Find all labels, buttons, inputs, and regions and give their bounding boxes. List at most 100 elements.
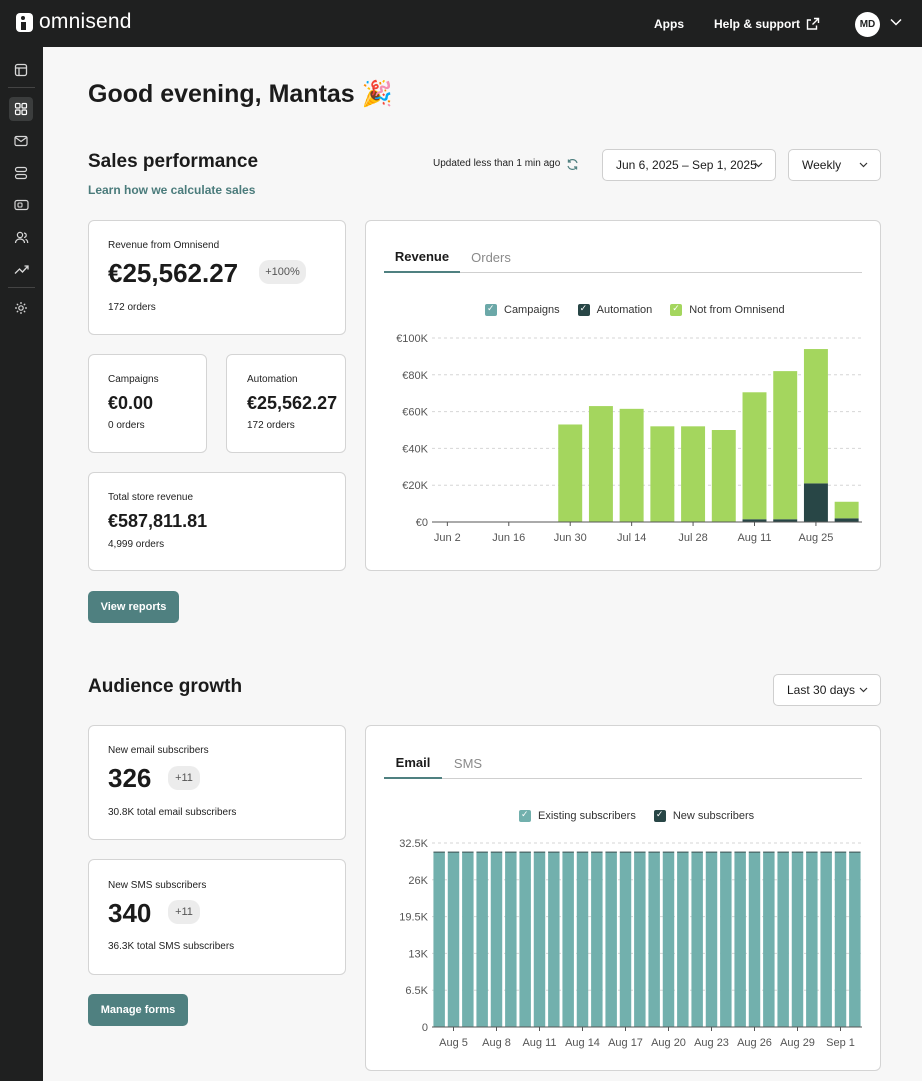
bar-new-subscribers: [462, 851, 474, 853]
bar-new-subscribers: [763, 851, 775, 853]
y-tick-label: 26K: [408, 875, 428, 887]
legend-not-from-omnisend[interactable]: Not from Omnisend: [670, 303, 785, 316]
bar-new-subscribers: [691, 851, 703, 853]
bar-new-subscribers: [834, 851, 847, 853]
page-title: Good evening, Mantas 🎉: [88, 80, 393, 108]
manage-forms-button[interactable]: Manage forms: [88, 994, 188, 1026]
reports-trend-icon[interactable]: [9, 257, 33, 281]
interval-value: Weekly: [802, 158, 842, 172]
subscribers-chart: 0 6.5K 13K 19.5K 26K 32.5K Aug 5 Aug 8 Aug 11 Aug…: [399, 838, 862, 1049]
legend-existing-subscribers[interactable]: Existing subscribers: [519, 809, 636, 822]
tab-revenue[interactable]: Revenue: [384, 241, 460, 273]
sidebar-divider: [8, 287, 35, 288]
card-value: €0.00: [108, 393, 154, 413]
bar-new-subscribers: [734, 851, 746, 853]
x-tick-label: Aug 14: [565, 1037, 600, 1049]
card-sub: 172 orders: [108, 302, 156, 313]
dashboard-icon[interactable]: [9, 97, 33, 121]
bar-not-from-omnisend: [803, 349, 828, 484]
bar-not-from-omnisend: [650, 426, 675, 522]
bar-not-from-omnisend: [773, 371, 798, 520]
bar-not-from-omnisend: [619, 408, 644, 522]
bar-existing-subscribers: [763, 852, 775, 1027]
interval-select[interactable]: Weekly: [788, 149, 881, 181]
bar-new-subscribers: [591, 851, 603, 853]
y-tick-label: 6.5K: [405, 985, 428, 997]
subscribers-tabs: Email SMS: [384, 747, 862, 779]
y-tick-label: €100K: [396, 333, 428, 345]
mail-icon[interactable]: [9, 129, 33, 153]
bar-existing-subscribers: [691, 852, 703, 1027]
x-tick-label: Jun 2: [434, 532, 461, 544]
x-tick-label: Aug 29: [780, 1037, 815, 1049]
automation-icon[interactable]: [9, 161, 33, 185]
bar-not-from-omnisend: [742, 392, 767, 520]
bar-existing-subscribers: [777, 852, 789, 1027]
legend-campaigns[interactable]: Campaigns: [485, 303, 560, 316]
y-tick-label: €60K: [402, 407, 428, 419]
user-avatar[interactable]: MD: [855, 12, 880, 37]
bar-new-subscribers: [533, 851, 546, 853]
refresh-icon[interactable]: [566, 158, 579, 171]
bar-not-from-omnisend: [711, 430, 736, 522]
bar-existing-subscribers: [519, 852, 531, 1027]
store-icon[interactable]: [9, 58, 33, 82]
bar-new-subscribers: [519, 851, 531, 853]
tab-orders[interactable]: Orders: [471, 249, 511, 265]
top-bar: omnisend Apps Help & support MD: [0, 0, 922, 47]
bar-existing-subscribers: [849, 852, 861, 1027]
x-tick-label: Aug 11: [522, 1037, 556, 1049]
bar-existing-subscribers: [533, 852, 546, 1027]
omnisend-logo[interactable]: omnisend: [16, 10, 132, 34]
x-tick-label: Aug 23: [694, 1037, 729, 1049]
logo-text: omnisend: [39, 10, 132, 33]
x-tick-label: Jun 30: [554, 532, 587, 544]
not-from-omnisend-swatch: [670, 303, 683, 316]
bar-existing-subscribers: [576, 852, 589, 1027]
revenue-chart: €0 €20K €40K €60K €80K €100K Jun 2 Jun 16 Jun 30…: [396, 333, 862, 544]
apps-link[interactable]: Apps: [654, 17, 684, 31]
automation-card: Automation €25,562.27 172 orders: [226, 354, 346, 453]
bar-automation: [834, 518, 859, 522]
card-value: 340: [108, 898, 152, 928]
card-label: Total store revenue: [108, 492, 194, 503]
bar-existing-subscribers: [548, 852, 560, 1027]
bar-existing-subscribers: [734, 852, 746, 1027]
chevron-down-icon[interactable]: [890, 18, 902, 26]
help-support-link[interactable]: Help & support: [714, 17, 820, 31]
audience-icon[interactable]: [9, 225, 33, 249]
bar-new-subscribers: [648, 851, 660, 853]
legend-automation[interactable]: Automation: [577, 303, 652, 316]
gear-icon[interactable]: [9, 296, 33, 320]
bar-existing-subscribers: [462, 852, 474, 1027]
bar-new-subscribers: [433, 851, 445, 853]
tab-email[interactable]: Email: [384, 747, 442, 779]
bar-new-subscribers: [705, 851, 718, 853]
bar-new-subscribers: [677, 851, 689, 853]
y-tick-label: €20K: [402, 480, 428, 492]
bar-existing-subscribers: [648, 852, 660, 1027]
bar-new-subscribers: [720, 851, 732, 853]
legend-new-subscribers[interactable]: New subscribers: [653, 809, 754, 822]
bar-automation: [742, 519, 767, 522]
audience-range-select[interactable]: Last 30 days: [773, 674, 881, 706]
learn-calculation-link[interactable]: Learn how we calculate sales: [88, 183, 256, 197]
x-tick-label: Aug 5: [439, 1037, 468, 1049]
bar-new-subscribers: [849, 851, 861, 853]
bar-new-subscribers: [777, 851, 789, 853]
new-email-subscribers-card: New email subscribers 326 +11 30.8K tota…: [88, 725, 346, 840]
date-range-select[interactable]: Jun 6, 2025 – Sep 1, 2025: [602, 149, 776, 181]
forms-icon[interactable]: [9, 193, 33, 217]
y-tick-label: 32.5K: [399, 838, 428, 850]
x-tick-label: Aug 20: [651, 1037, 686, 1049]
card-value: €25,562.27: [108, 258, 239, 288]
chevron-down-icon: [859, 687, 868, 693]
tab-sms[interactable]: SMS: [453, 755, 483, 771]
view-reports-button[interactable]: View reports: [88, 591, 179, 623]
bar-existing-subscribers: [619, 852, 632, 1027]
bar-existing-subscribers: [806, 852, 818, 1027]
bar-automation: [803, 483, 828, 522]
bar-existing-subscribers: [662, 852, 675, 1027]
card-value: €25,562.27: [247, 393, 338, 413]
bar-existing-subscribers: [562, 852, 574, 1027]
